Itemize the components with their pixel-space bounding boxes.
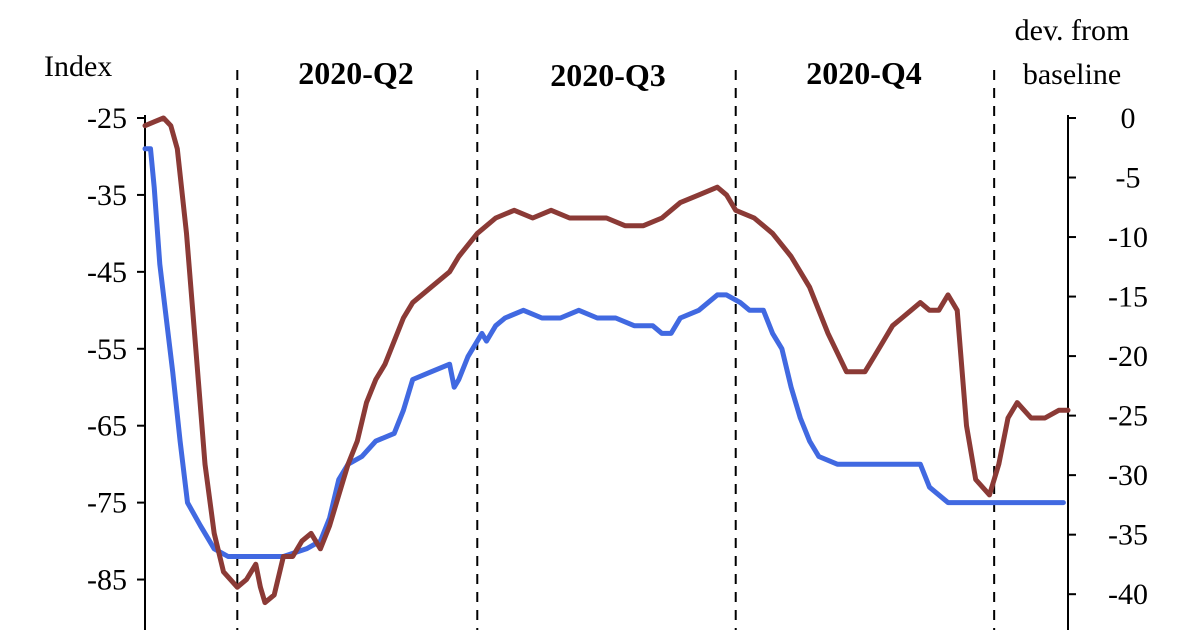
right-axis-ticks: 0 -5 -10 -15 -20 -25 -30 -35 -40 (1068, 102, 1148, 611)
right-tick-label: -35 (1108, 519, 1148, 552)
left-tick-label: -35 (87, 179, 127, 212)
right-tick-label: -5 (1116, 162, 1141, 195)
quarter-label-q2: 2020-Q2 (298, 55, 414, 91)
right-tick-label: -30 (1108, 459, 1148, 492)
right-tick-label: 0 (1121, 102, 1136, 135)
left-tick-label: -55 (87, 333, 127, 366)
right-axis-title-line-1: dev. from (1015, 14, 1130, 47)
series-lines (142, 115, 1071, 606)
left-tick-label: -45 (87, 256, 127, 289)
quarter-dividers (236, 70, 996, 630)
right-tick-label: -25 (1108, 400, 1148, 433)
right-tick-label: -20 (1108, 340, 1148, 373)
left-tick-label: -25 (87, 102, 127, 135)
series-line-2 (142, 115, 1071, 606)
series-line-1 (142, 146, 1066, 559)
left-tick-label: -65 (87, 410, 127, 443)
left-axis-ticks: -25 -35 -45 -55 -65 -75 -85 (87, 102, 145, 597)
right-axis-title-line-2: baseline (1023, 58, 1121, 91)
left-tick-label: -75 (87, 487, 127, 520)
right-tick-label: -40 (1108, 578, 1148, 611)
right-tick-label: -15 (1108, 281, 1148, 314)
quarter-label-q3: 2020-Q3 (550, 57, 666, 93)
left-axis-title: Index (44, 50, 112, 83)
quarter-label-q4: 2020-Q4 (806, 55, 922, 91)
right-tick-label: -10 (1108, 221, 1148, 254)
left-tick-label: -85 (87, 564, 127, 597)
